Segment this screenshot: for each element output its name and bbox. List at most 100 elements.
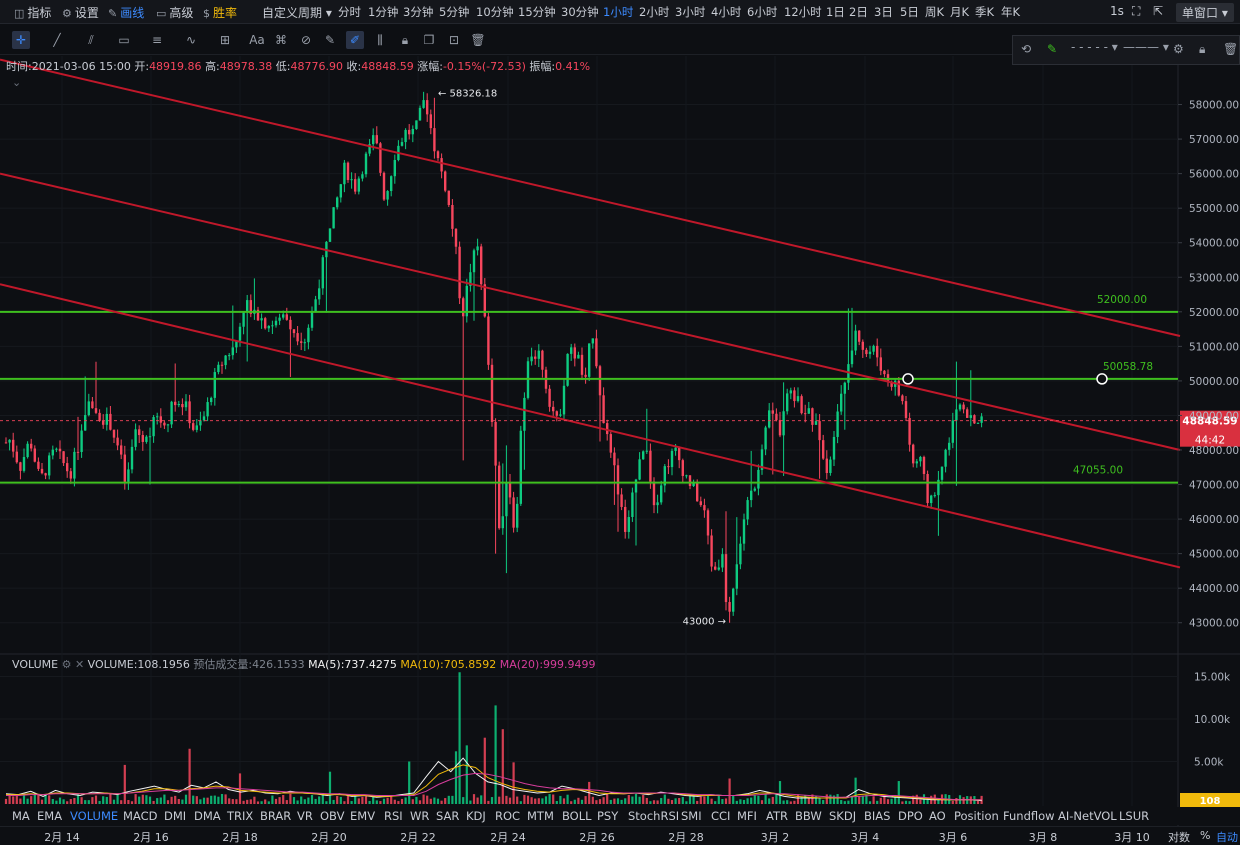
indicator-tab-bbw[interactable]: BBW: [795, 809, 822, 823]
volume-bar: [271, 795, 274, 804]
period-5[interactable]: 15分钟: [518, 5, 556, 19]
indicator-tab-ma[interactable]: MA: [12, 809, 30, 823]
indicator-tab-position[interactable]: Position: [954, 809, 999, 823]
trash-icon[interactable]: 🗑︎: [470, 33, 486, 47]
volume-bar: [307, 797, 310, 804]
period-11[interactable]: 6小时: [747, 5, 778, 19]
indicator-tab-cci[interactable]: CCI: [711, 809, 731, 823]
candle-body: [400, 142, 404, 146]
period-0[interactable]: 分时: [338, 5, 361, 19]
measure-tool-icon[interactable]: ⊞: [219, 33, 231, 47]
lock-icon[interactable]: 🔒︎: [401, 33, 409, 47]
lock-icon[interactable]: 🔒︎: [1199, 42, 1206, 56]
indicator-tab-atr[interactable]: ATR: [766, 809, 788, 823]
indicator-tab-stochrsi[interactable]: StochRSI: [628, 809, 680, 823]
menu-window[interactable]: ▭ 高级: [156, 4, 193, 21]
copy-icon[interactable]: ❐: [423, 33, 435, 47]
indicator-tab-boll[interactable]: BOLL: [562, 809, 592, 823]
volume-bar: [422, 794, 425, 804]
exit-icon[interactable]: ⇱: [1153, 4, 1164, 18]
period-2[interactable]: 3分钟: [403, 5, 434, 19]
indicator-tab-dma[interactable]: DMA: [194, 809, 221, 823]
settings-icon[interactable]: ⚙: [1173, 42, 1184, 56]
rotate-icon[interactable]: ⟲: [1021, 42, 1032, 56]
period-15[interactable]: 3日: [874, 5, 893, 19]
period-19[interactable]: 季K: [975, 5, 995, 19]
ruler-tool-icon[interactable]: ✎: [324, 33, 336, 47]
period-9[interactable]: 3小时: [675, 5, 706, 19]
percent-scale-toggle[interactable]: %: [1200, 829, 1211, 842]
indicator-tab-brar[interactable]: BRAR: [260, 809, 292, 823]
indicator-tab-skdj[interactable]: SKDJ: [829, 809, 857, 823]
trash-icon[interactable]: 🗑︎: [1223, 42, 1239, 56]
rectangle-tool-icon[interactable]: ▭: [118, 33, 130, 47]
window-mode-button[interactable]: 单窗口 ▾: [1176, 3, 1234, 22]
indicator-tab-trix[interactable]: TRIX: [227, 809, 254, 823]
fibonacci-tool-icon[interactable]: ≡: [151, 33, 163, 47]
pattern-tool-icon[interactable]: ⌘: [275, 33, 287, 47]
period-1[interactable]: 1分钟: [368, 5, 399, 19]
period-14[interactable]: 2日: [849, 5, 868, 19]
chart-icon: ◫: [14, 7, 25, 20]
indicator-tab-smi[interactable]: SMI: [681, 809, 702, 823]
trendline-tool-icon[interactable]: ╱: [53, 33, 61, 47]
indicator-tab-ai-netvol[interactable]: AI-NetVOL: [1058, 809, 1117, 823]
indicator-tab-mtm[interactable]: MTM: [527, 809, 554, 823]
crosshair-tool-icon[interactable]: ✛: [12, 31, 30, 49]
indicator-tab-volume[interactable]: VOLUME: [70, 809, 119, 823]
menu-chart[interactable]: ◫ 指标: [14, 4, 51, 21]
period-4[interactable]: 10分钟: [476, 5, 514, 19]
indicator-tab-ao[interactable]: AO: [929, 809, 946, 823]
period-18[interactable]: 月K: [950, 5, 970, 19]
magnet-tool-icon[interactable]: ⊘: [300, 33, 312, 47]
indicator-tab-dpo[interactable]: DPO: [898, 809, 923, 823]
indicator-tab-ema[interactable]: EMA: [37, 809, 63, 823]
period-6[interactable]: 30分钟: [561, 5, 599, 19]
indicator-tab-obv[interactable]: OBV: [320, 809, 345, 823]
period-10[interactable]: 4小时: [711, 5, 742, 19]
volume-settings-icon[interactable]: ⚙: [61, 658, 72, 671]
period-12[interactable]: 12小时: [784, 5, 822, 19]
menu-pen[interactable]: ✎ 画线: [108, 4, 144, 21]
period-7[interactable]: 1小时: [603, 5, 634, 19]
indicator-tab-macd[interactable]: MACD: [123, 809, 158, 823]
period-3[interactable]: 5分钟: [439, 5, 470, 19]
line-dash-select[interactable]: - - - - - ▾: [1071, 40, 1118, 54]
text-tool-icon[interactable]: Aa: [249, 33, 265, 47]
period-13[interactable]: 1日: [826, 5, 845, 19]
volume-bar: [364, 796, 368, 804]
indicator-tab-sar[interactable]: SAR: [436, 809, 460, 823]
menu-gear[interactable]: ⚙ 设置: [62, 4, 99, 21]
custom-period-dropdown[interactable]: 自定义周期 ▾: [262, 6, 332, 20]
wave-tool-icon[interactable]: ∿: [185, 33, 197, 47]
multi-line-tool-icon[interactable]: ⫽: [88, 33, 94, 47]
screenshot-icon[interactable]: ⊡: [448, 33, 460, 47]
indicator-tab-psy[interactable]: PSY: [597, 809, 619, 823]
line-width-select[interactable]: ——— ▾: [1123, 40, 1169, 54]
indicator-tab-wr[interactable]: WR: [410, 809, 430, 823]
indicator-tab-bias[interactable]: BIAS: [864, 809, 891, 823]
candle-style-icon[interactable]: ⫼: [377, 33, 383, 47]
period-8[interactable]: 2小时: [639, 5, 670, 19]
auto-scale-toggle[interactable]: 自动: [1216, 831, 1238, 844]
volume-close-icon[interactable]: ✕: [74, 658, 85, 671]
indicator-tab-kdj[interactable]: KDJ: [466, 809, 486, 823]
indicator-tab-rsi[interactable]: RSI: [384, 809, 403, 823]
indicator-tab-emv[interactable]: EMV: [350, 809, 376, 823]
refresh-rate[interactable]: 1s: [1110, 4, 1124, 18]
fullscreen-icon[interactable]: ⛶: [1132, 4, 1141, 18]
indicator-tab-vr[interactable]: VR: [297, 809, 313, 823]
period-20[interactable]: 年K: [1001, 5, 1021, 19]
pen-color-icon[interactable]: ✎: [1047, 42, 1058, 56]
draw-mode-icon[interactable]: ✐: [346, 31, 364, 49]
log-scale-toggle[interactable]: 对数: [1168, 831, 1190, 844]
indicator-tab-lsur[interactable]: LSUR: [1119, 809, 1150, 823]
indicator-tab-roc[interactable]: ROC: [495, 809, 521, 823]
menu-dollar[interactable]: $ 胜率: [203, 4, 237, 21]
indicator-tab-mfi[interactable]: MFI: [737, 809, 757, 823]
indicator-tab-fundflow[interactable]: Fundflow: [1003, 809, 1055, 823]
period-16[interactable]: 5日: [900, 5, 919, 19]
indicator-tab-dmi[interactable]: DMI: [164, 809, 187, 823]
period-17[interactable]: 周K: [925, 5, 945, 19]
